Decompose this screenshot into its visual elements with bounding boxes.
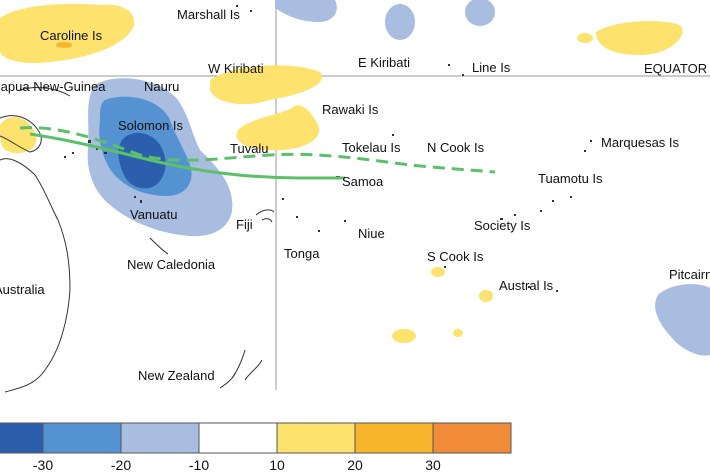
spcz-position-line — [29, 132, 345, 180]
coastlines — [0, 87, 275, 393]
label-png: Papua New-Guinea — [0, 79, 106, 94]
legend-color-box — [354, 422, 434, 454]
legend-tick: 30 — [425, 457, 441, 473]
label-tonga: Tonga — [284, 246, 320, 261]
label-new-zealand: New Zealand — [138, 368, 215, 383]
label-new-caledonia: New Caledonia — [127, 257, 216, 272]
label-e-kiribati: E Kiribati — [358, 55, 410, 70]
legend-color-box — [276, 422, 356, 454]
legend-tick: -20 — [111, 457, 131, 473]
label-australia: Australia — [0, 282, 45, 297]
label-solomon: Solomon Is — [118, 118, 184, 133]
label-niue: Niue — [358, 226, 385, 241]
label-caroline: Caroline Is — [40, 28, 103, 43]
legend-color-box — [120, 422, 200, 454]
spcz-climatology-line — [19, 126, 496, 174]
label-w-kiribati: W Kiribati — [208, 61, 264, 76]
label-pitcairn: Pitcairn — [669, 267, 710, 282]
label-nauru: Nauru — [144, 79, 179, 94]
legend-color-box — [42, 422, 122, 454]
legend-ticks: -30 -20 -10 10 20 30 — [33, 457, 441, 473]
label-equator: EQUATOR — [644, 61, 707, 76]
label-tokelau: Tokelau Is — [342, 140, 401, 155]
legend-tick: 10 — [269, 457, 285, 473]
label-samoa: Samoa — [342, 174, 384, 189]
label-fiji: Fiji — [236, 217, 253, 232]
legend-colorbar — [0, 422, 512, 454]
legend-color-box — [198, 422, 278, 454]
label-vanuatu: Vanuatu — [130, 207, 177, 222]
legend-color-box — [432, 422, 512, 454]
label-marquesas: Marquesas Is — [601, 135, 680, 150]
legend-tick: -10 — [189, 457, 209, 473]
label-n-cook: N Cook Is — [427, 140, 485, 155]
label-rawaki: Rawaki Is — [322, 102, 379, 117]
label-marshall: Marshall Is — [177, 7, 240, 22]
label-austral: Austral Is — [499, 278, 554, 293]
label-tuamotu: Tuamotu Is — [538, 171, 603, 186]
label-tuvalu: Tuvalu — [230, 141, 269, 156]
label-s-cook: S Cook Is — [427, 249, 484, 264]
label-line: Line Is — [472, 60, 511, 75]
legend-color-box — [0, 422, 44, 454]
negative-anomaly-areas — [87, 0, 710, 356]
label-society: Society Is — [474, 218, 531, 233]
legend-tick: 20 — [347, 457, 363, 473]
positive-anomaly-areas — [0, 3, 683, 343]
place-labels: Caroline Is Marshall Is Papua New-Guinea… — [0, 7, 710, 383]
legend-tick: -30 — [33, 457, 53, 473]
